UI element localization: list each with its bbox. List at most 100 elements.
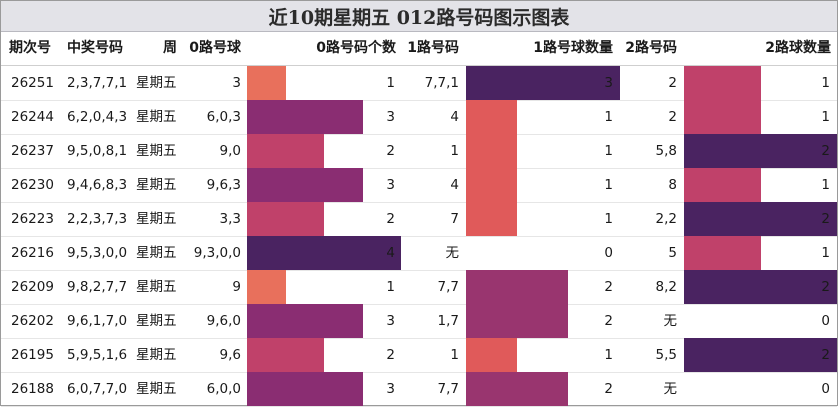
r0-count-bar [247,236,401,270]
r1-cell: 4 [450,109,459,125]
numbers-cell: 6,0,7,7,0 [67,381,128,397]
r2-count-cell: 0 [821,381,830,397]
r0-cell: 6,0,0 [206,381,241,397]
r1-count-cell: 1 [604,177,613,193]
period-cell: 26209 [11,279,54,295]
r0-count-cell: 2 [386,211,395,227]
r0-count-bar [247,202,324,236]
chart-title: 近10期星期五 012路号码图示图表 [1,1,837,32]
r2-count-cell: 1 [821,75,830,91]
numbers-cell: 5,9,5,1,6 [67,347,128,363]
r2-cell: 无 [663,381,678,397]
r0-count-cell: 3 [386,177,395,193]
weekday-cell: 星期五 [136,245,177,261]
r0-count-cell: 2 [386,347,395,363]
r2-count-bar [684,236,761,270]
header-r0-count: 0路号码个数 [316,40,396,56]
r1-cell: 7,7 [437,279,459,295]
r2-cell: 无 [663,313,678,329]
table-row: 26216 9,5,3,0,0 星期五 9,3,0,0 4 无 0 5 1 [1,236,837,271]
r1-count-bar [466,270,568,304]
r0-count-bar [247,168,363,202]
r1-cell: 1 [450,143,459,159]
r0-count-bar [247,134,324,168]
r0-count-cell: 3 [386,313,395,329]
r1-count-bar [466,338,517,372]
header-r2-count: 2路球数量 [765,40,831,56]
r2-count-bar [684,338,837,372]
r2-count-cell: 1 [821,109,830,125]
r2-cell: 2 [668,75,677,91]
r1-count-cell: 2 [604,279,613,295]
r2-count-bar [684,202,837,236]
period-cell: 26244 [11,109,54,125]
table-row: 26202 9,6,1,7,0 星期五 9,6,0 3 1,7 2 无 0 [1,304,837,339]
r2-cell: 2 [668,109,677,125]
weekday-cell: 星期五 [136,347,177,363]
weekday-cell: 星期五 [136,211,177,227]
r0-count-cell: 3 [386,109,395,125]
r0-cell: 9,6,3 [206,177,241,193]
table-row: 26209 9,8,2,7,7 星期五 9 1 7,7 2 8,2 2 [1,270,837,305]
numbers-cell: 9,6,1,7,0 [67,313,128,329]
r0-count-bar [247,304,363,338]
r2-count-bar [684,100,761,134]
r1-count-cell: 2 [604,313,613,329]
r0-cell: 9,3,0,0 [193,245,241,261]
r1-count-bar [466,134,517,168]
r1-cell: 无 [445,245,460,261]
r1-count-bar [466,202,517,236]
r0-count-cell: 1 [386,75,395,91]
r1-cell: 4 [450,177,459,193]
r1-cell: 1 [450,347,459,363]
r2-count-bar [684,66,761,100]
r1-cell: 1,7 [437,313,459,329]
r0-cell: 9,6 [219,347,241,363]
period-cell: 26251 [11,75,54,91]
r0-count-cell: 2 [386,143,395,159]
r0-cell: 9,0 [219,143,241,159]
weekday-cell: 星期五 [136,75,177,91]
r1-count-cell: 3 [604,75,613,91]
numbers-cell: 9,4,6,8,3 [67,177,128,193]
r0-count-bar [247,372,363,406]
period-cell: 26195 [11,347,54,363]
table-header: 期次号 中奖号码 周 0路号球 0路号码个数 1路号码 1路号球数量 2路号码 … [1,32,837,66]
r1-cell: 7 [450,211,459,227]
header-r1-count: 1路号球数量 [533,40,613,56]
header-r1: 1路号码 [407,40,459,56]
weekday-cell: 星期五 [136,109,177,125]
numbers-cell: 9,5,0,8,1 [67,143,128,159]
r0-count-bar [247,270,286,304]
r2-count-cell: 2 [821,279,830,295]
r1-count-bar [466,66,620,100]
r0-count-cell: 1 [386,279,395,295]
r2-count-bar [684,168,761,202]
r2-count-cell: 1 [821,177,830,193]
r2-cell: 2,2 [655,211,677,227]
r1-count-cell: 2 [604,381,613,397]
r1-count-cell: 1 [604,109,613,125]
weekday-cell: 星期五 [136,381,177,397]
table-row: 26251 2,3,7,7,1 星期五 3 1 7,7,1 3 2 1 [1,66,837,101]
r0-count-cell: 3 [386,381,395,397]
r1-count-bar [466,168,517,202]
weekday-cell: 星期五 [136,177,177,193]
table-row: 26244 6,2,0,4,3 星期五 6,0,3 3 4 1 2 1 [1,100,837,135]
header-r2: 2路号码 [625,40,677,56]
r1-count-cell: 1 [604,143,613,159]
table-row: 26195 5,9,5,1,6 星期五 9,6 2 1 1 5,5 2 [1,338,837,373]
r2-cell: 8 [668,177,677,193]
r2-count-cell: 2 [821,143,830,159]
r2-count-cell: 1 [821,245,830,261]
r2-count-bar [684,270,837,304]
table-row: 26188 6,0,7,7,0 星期五 6,0,0 3 7,7 2 无 0 [1,372,837,407]
r0-count-cell: 4 [386,245,395,261]
r2-count-cell: 0 [821,313,830,329]
r1-cell: 7,7 [437,381,459,397]
period-cell: 26188 [11,381,54,397]
table-row: 26223 2,2,3,7,3 星期五 3,3 2 7 1 2,2 2 [1,202,837,237]
r2-cell: 5 [668,245,677,261]
numbers-cell: 9,8,2,7,7 [67,279,128,295]
header-r0: 0路号球 [189,40,241,56]
